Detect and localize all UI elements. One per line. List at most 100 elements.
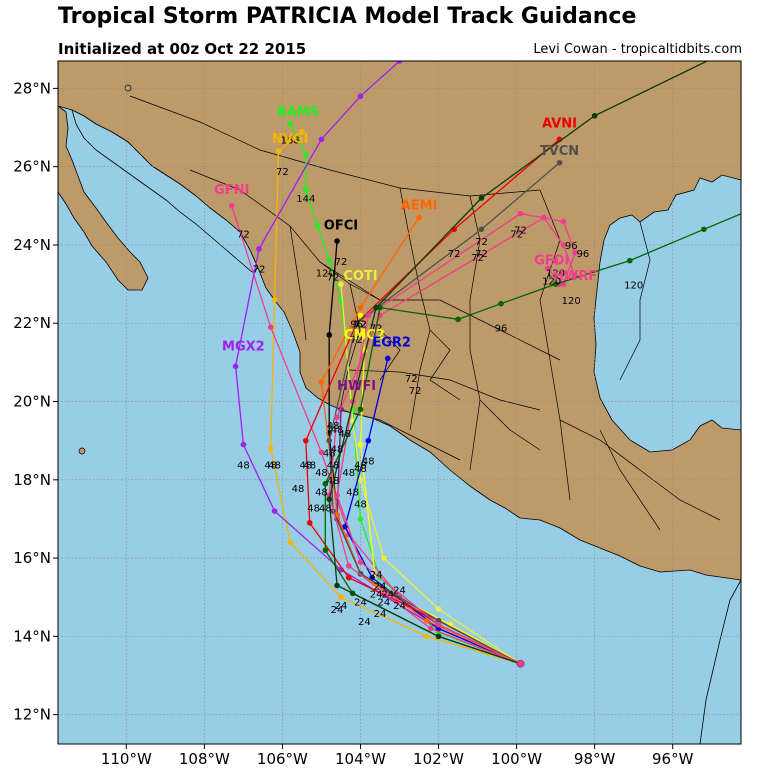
hour-label: 24 bbox=[374, 582, 387, 593]
track-point bbox=[318, 136, 325, 143]
hour-label: 24 bbox=[354, 597, 367, 608]
track-point bbox=[435, 621, 442, 628]
hour-label: 48 bbox=[327, 476, 340, 487]
hour-label: 24 bbox=[358, 617, 371, 628]
track-point bbox=[334, 414, 340, 420]
latitude-axis: 12°N 14°N 16°N 18°N 20°N 22°N 24°N 26°N 28°N bbox=[13, 79, 58, 724]
hour-label: 48 bbox=[362, 456, 375, 467]
track-point bbox=[381, 555, 387, 561]
hour-label: 96 bbox=[350, 319, 363, 330]
track-point bbox=[552, 281, 559, 287]
track-point bbox=[545, 265, 551, 272]
track-point bbox=[626, 257, 633, 264]
lat-tick-label: 12°N bbox=[13, 706, 51, 724]
map-plot-area: 2448120144244872168244872487248724824484… bbox=[57, 60, 742, 745]
track-point bbox=[424, 617, 430, 624]
hour-label: 72 bbox=[327, 272, 340, 283]
hour-label: 120 bbox=[542, 276, 561, 287]
hour-label: 48 bbox=[299, 460, 312, 471]
track-point bbox=[326, 437, 333, 444]
track-point bbox=[334, 492, 340, 499]
track-point bbox=[267, 445, 274, 452]
hour-label: 48 bbox=[327, 460, 340, 471]
track-ensemble-ne bbox=[326, 61, 709, 665]
hour-label: 72 bbox=[471, 253, 484, 264]
storm-start-point bbox=[516, 659, 525, 668]
model-label-nvgi: NVGI bbox=[272, 132, 308, 147]
track-point bbox=[267, 324, 274, 330]
track-point bbox=[306, 520, 313, 526]
init-time: Initialized at 00z Oct 22 2015 bbox=[58, 40, 307, 58]
lon-tick-label: 100°W bbox=[491, 750, 542, 768]
lon-tick-label: 102°W bbox=[413, 750, 464, 768]
track-point bbox=[303, 437, 309, 444]
track-point bbox=[303, 187, 309, 193]
track-point bbox=[357, 406, 364, 413]
track-point bbox=[541, 214, 547, 221]
hour-label: 72 bbox=[475, 249, 488, 260]
track-point bbox=[435, 633, 442, 640]
track-point bbox=[357, 477, 364, 483]
credit-text: Levi Cowan - tropicaltidbits.com bbox=[533, 42, 742, 57]
hour-label: 48 bbox=[315, 488, 328, 499]
track-point bbox=[334, 582, 340, 589]
track-point bbox=[322, 547, 329, 554]
model-label-cmc2: CMC2 bbox=[344, 328, 385, 343]
track-point bbox=[357, 441, 364, 448]
track-point bbox=[353, 320, 360, 327]
track-point bbox=[303, 152, 309, 158]
hour-label: 72 bbox=[237, 229, 250, 240]
track-point bbox=[572, 249, 578, 256]
baja-california bbox=[58, 105, 149, 291]
hour-label: 72 bbox=[253, 265, 266, 276]
track-point bbox=[517, 210, 524, 217]
track-point bbox=[560, 242, 567, 248]
track-point bbox=[435, 617, 442, 624]
hour-label: 168 bbox=[281, 135, 300, 146]
hour-label: 120 bbox=[546, 269, 565, 280]
longitude-axis: 110°W 108°W 106°W 104°W 102°W 100°W 98°W 96°W bbox=[101, 744, 694, 768]
hour-label: 72 bbox=[335, 257, 348, 268]
track-point bbox=[357, 93, 364, 100]
model-label-mgx2: MGX2 bbox=[222, 340, 265, 355]
track-point bbox=[384, 355, 391, 362]
hour-label: 48 bbox=[303, 460, 316, 471]
map-frame bbox=[57, 60, 742, 745]
track-point bbox=[357, 312, 364, 319]
hour-label: 48 bbox=[237, 460, 250, 471]
track-point bbox=[365, 437, 372, 444]
track-line bbox=[336, 212, 576, 665]
track-point bbox=[314, 222, 321, 229]
hour-label: 96 bbox=[565, 241, 578, 252]
hour-label: 24 bbox=[393, 586, 406, 597]
track-point bbox=[275, 148, 282, 154]
hour-label: 48 bbox=[354, 460, 367, 471]
track-line bbox=[305, 138, 560, 665]
model-tracks bbox=[228, 61, 741, 668]
model-label-bams: BAMS bbox=[277, 105, 319, 120]
track-point bbox=[322, 480, 329, 487]
track-line bbox=[340, 284, 521, 665]
track-point bbox=[478, 195, 485, 201]
track-point bbox=[498, 300, 504, 307]
island bbox=[78, 447, 86, 455]
hour-label: 48 bbox=[327, 421, 340, 432]
hour-label: 72 bbox=[514, 225, 527, 236]
lon-tick-label: 108°W bbox=[179, 750, 230, 768]
hour-label: 48 bbox=[346, 488, 359, 499]
hour-label: 24 bbox=[331, 605, 344, 616]
lon-tick-label: 98°W bbox=[574, 750, 616, 768]
track-line bbox=[234, 61, 521, 665]
hour-label: 24 bbox=[381, 589, 394, 600]
track-coti bbox=[338, 281, 521, 665]
lat-tick-label: 20°N bbox=[13, 393, 51, 411]
track-point bbox=[416, 214, 422, 221]
hour-label: 72 bbox=[405, 374, 418, 385]
hour-label: 24 bbox=[370, 589, 383, 600]
track-point bbox=[318, 449, 325, 456]
track-point bbox=[287, 539, 294, 546]
track-point bbox=[334, 238, 340, 244]
hour-label: 48 bbox=[264, 460, 277, 471]
hour-label: 48 bbox=[354, 464, 367, 475]
